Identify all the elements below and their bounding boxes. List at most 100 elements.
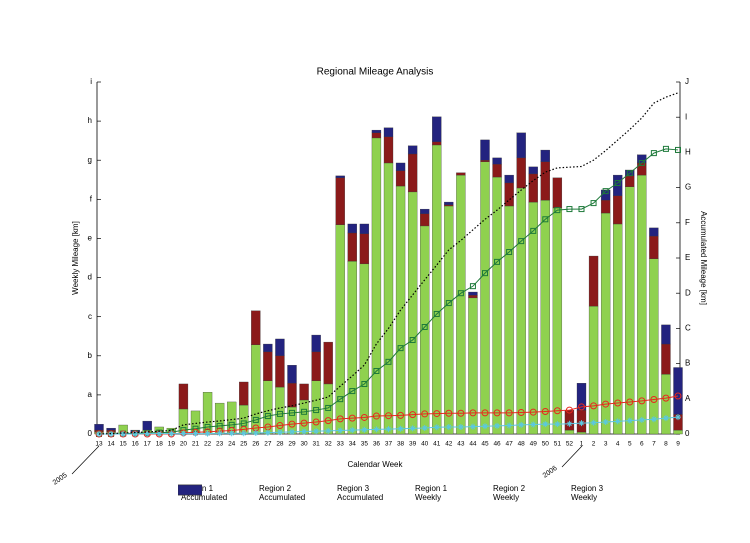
bar xyxy=(335,175,345,178)
marker xyxy=(361,426,368,433)
y-tick-label: i xyxy=(90,77,92,86)
bar xyxy=(383,127,394,137)
bar xyxy=(420,208,430,214)
marker xyxy=(554,421,561,428)
marker xyxy=(409,425,416,432)
bar xyxy=(480,160,490,162)
marker xyxy=(397,411,405,419)
y-tick-label: a xyxy=(88,390,93,399)
marker xyxy=(675,414,681,421)
marker xyxy=(457,423,464,430)
bar xyxy=(432,116,442,142)
x-tick-label: 13 xyxy=(95,441,103,448)
bar xyxy=(625,175,635,187)
bar xyxy=(106,427,116,431)
marker xyxy=(493,409,501,417)
x-tick-label: 16 xyxy=(132,441,140,448)
x-tick-label: 43 xyxy=(457,441,465,448)
marker xyxy=(373,367,380,374)
marker xyxy=(650,396,658,404)
marker xyxy=(494,258,501,265)
x-tick-label: 5 xyxy=(628,441,632,448)
x-tick-label: 52 xyxy=(566,441,574,448)
marker xyxy=(360,413,368,421)
bar xyxy=(263,351,273,381)
x-tick-label: 25 xyxy=(240,441,248,448)
y2-tick-label: J xyxy=(685,77,689,86)
bar xyxy=(673,429,683,435)
bar xyxy=(625,186,635,435)
bar xyxy=(323,341,333,385)
bar xyxy=(673,367,683,415)
marker xyxy=(312,418,320,426)
bar xyxy=(311,334,321,353)
marker xyxy=(445,423,452,430)
x-tick-label: 7 xyxy=(652,441,656,448)
legend-box xyxy=(178,484,202,496)
marker xyxy=(397,425,404,432)
marker xyxy=(505,409,513,417)
legend-label: Region 1 Weekly xyxy=(415,484,448,502)
marker xyxy=(313,428,320,435)
marker xyxy=(638,159,645,166)
marker xyxy=(373,426,380,433)
marker xyxy=(674,392,682,400)
x-tick-label: 39 xyxy=(409,441,417,448)
y-axis-label: Weekly Mileage [km] xyxy=(71,221,80,295)
marker xyxy=(530,421,537,428)
marker xyxy=(433,310,440,317)
x-tick-label: 50 xyxy=(542,441,550,448)
marker xyxy=(542,421,549,428)
bar xyxy=(528,166,538,175)
x-axis-label: Calendar Week xyxy=(348,460,404,469)
bar xyxy=(178,383,189,410)
bar xyxy=(552,177,563,209)
marker xyxy=(518,421,525,428)
year-label: 2006 xyxy=(542,465,559,480)
x-tick-label: 27 xyxy=(264,441,272,448)
y-tick-label: c xyxy=(88,312,92,321)
marker xyxy=(650,416,657,423)
marker xyxy=(662,394,670,402)
bar xyxy=(299,383,309,401)
marker xyxy=(385,426,392,433)
legend-label: Region 3 Weekly xyxy=(571,484,604,502)
marker xyxy=(325,427,332,434)
legend-item: Region 2 Weekly xyxy=(178,484,562,502)
y2-tick-label: G xyxy=(685,183,691,192)
marker xyxy=(324,417,332,425)
bar xyxy=(504,205,514,435)
marker xyxy=(445,300,452,307)
marker xyxy=(264,429,271,436)
bar xyxy=(444,204,454,207)
bar xyxy=(600,199,611,214)
bar xyxy=(528,201,538,435)
marker xyxy=(336,415,344,423)
marker xyxy=(120,431,127,437)
marker xyxy=(421,323,428,330)
bar xyxy=(420,213,430,227)
bar xyxy=(251,310,261,345)
bar xyxy=(359,233,370,265)
x-tick-label: 41 xyxy=(433,441,441,448)
x-tick-label: 32 xyxy=(325,441,333,448)
bar xyxy=(275,338,285,356)
y-tick-label: h xyxy=(88,116,92,125)
marker xyxy=(289,409,295,416)
bar xyxy=(637,162,647,176)
bar xyxy=(383,162,394,435)
marker xyxy=(518,238,525,245)
x-tick-label: 33 xyxy=(337,441,345,448)
marker xyxy=(168,430,175,437)
x-tick-label: 47 xyxy=(506,441,514,448)
bar xyxy=(371,129,382,133)
marker xyxy=(542,216,549,223)
bar xyxy=(371,132,382,139)
bar xyxy=(661,374,671,435)
bar xyxy=(637,174,647,435)
marker xyxy=(108,431,115,437)
bar xyxy=(347,232,357,262)
legend-swatch xyxy=(178,484,202,496)
y2-tick-label: 0 xyxy=(685,429,690,438)
